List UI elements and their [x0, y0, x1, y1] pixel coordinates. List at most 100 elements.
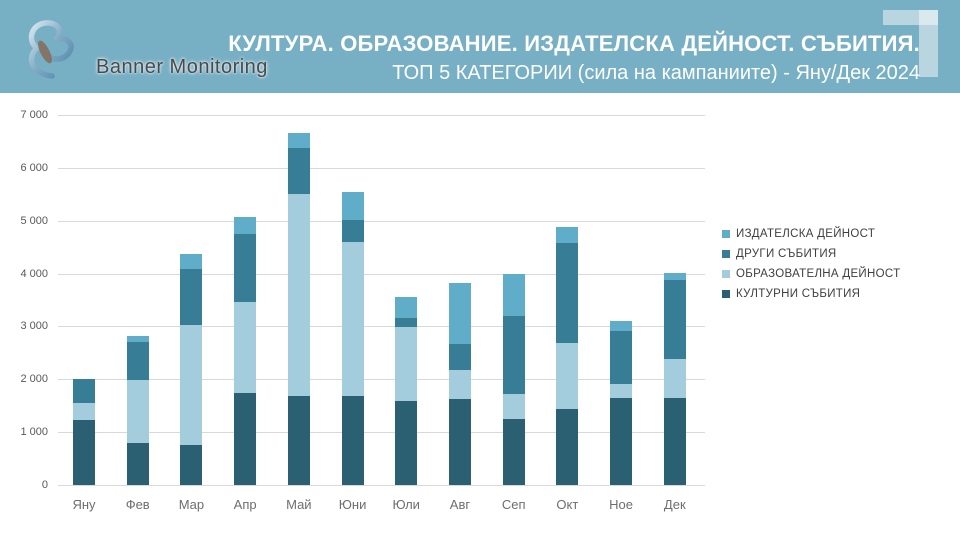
gridline — [58, 167, 705, 169]
segment — [234, 216, 257, 235]
segment — [126, 342, 149, 380]
report-header: Banner Monitoring КУЛТУРА. ОБРАЗОВАНИЕ. … — [0, 0, 960, 93]
legend-swatch — [722, 250, 730, 258]
segment — [341, 395, 364, 485]
y-tick-label: 0 — [41, 479, 48, 491]
legend-item: ОБРАЗОВАТЕЛНА ДЕЙНОСТ — [722, 264, 922, 284]
segment — [234, 234, 257, 302]
bar-Май — [287, 132, 310, 485]
corner-decoration — [883, 10, 938, 77]
segment — [663, 280, 686, 360]
x-tick-label: Мар — [178, 497, 205, 512]
y-tick-label: 2 000 — [20, 373, 48, 386]
segment — [180, 445, 203, 485]
bar-Мар — [180, 253, 203, 485]
segment — [180, 253, 203, 270]
y-tick-label: 4 000 — [20, 267, 48, 280]
y-tick-label: 6 000 — [20, 161, 48, 174]
bar-Фев — [126, 336, 149, 485]
segment — [341, 219, 364, 242]
bar-Юни — [341, 192, 364, 485]
segment — [287, 132, 310, 148]
page-title: КУЛТУРА. ОБРАЗОВАНИЕ. ИЗДАТЕЛСКА ДЕЙНОСТ… — [228, 31, 920, 56]
segment — [180, 325, 203, 446]
y-axis: 0 1 000 2 000 3 000 4 000 5 000 6 000 7 000 — [0, 109, 48, 491]
bar-Ное — [610, 321, 633, 485]
bar-Дек — [663, 272, 686, 485]
bar-Окт — [556, 227, 579, 485]
segment — [556, 343, 579, 409]
bar-Яну — [73, 379, 95, 485]
x-tick-label: Юни — [338, 497, 367, 512]
x-tick-label: Фев — [125, 497, 150, 512]
segment — [502, 274, 525, 316]
page-subtitle: ТОП 5 КАТЕГОРИИ (сила на кампаниите) - Я… — [392, 62, 920, 84]
segment — [234, 301, 257, 393]
legend-label: ДРУГИ СЪБИТИЯ — [736, 248, 837, 260]
bar-Авг — [448, 283, 471, 485]
legend-swatch — [722, 270, 730, 278]
segment — [448, 369, 471, 400]
segment — [395, 318, 418, 327]
brand-name: Banner Monitoring — [96, 56, 268, 78]
stacked-bar-chart: 0 1 000 2 000 3 000 4 000 5 000 6 000 7 000 Яну… — [0, 93, 960, 540]
legend-label: ИЗДАТЕЛСКА ДЕЙНОСТ — [736, 228, 876, 240]
segment — [663, 272, 686, 281]
legend-swatch — [722, 290, 730, 298]
segment — [610, 383, 633, 398]
legend-item: ДРУГИ СЪБИТИЯ — [722, 244, 922, 264]
legend-item: ИЗДАТЕЛСКА ДЕЙНОСТ — [722, 224, 922, 244]
segment — [556, 227, 579, 243]
segment — [73, 379, 95, 404]
segment — [341, 241, 364, 396]
legend-swatch — [722, 230, 730, 238]
y-tick-label: 1 000 — [20, 426, 48, 439]
gridline — [58, 326, 705, 328]
segment — [556, 242, 579, 344]
segment — [180, 269, 203, 326]
bar-Апр — [234, 216, 257, 485]
segment — [610, 321, 633, 332]
x-tick-label: Яну — [72, 497, 96, 512]
segment — [287, 147, 310, 195]
segment — [234, 392, 257, 485]
chart-legend: ИЗДАТЕЛСКА ДЕЙНОСТ ДРУГИ СЪБИТИЯ ОБРАЗОВАТ… — [722, 224, 922, 304]
banner-monitoring-logo-icon — [22, 14, 94, 86]
legend-label: ОБРАЗОВАТЕЛНА ДЕЙНОСТ — [736, 268, 901, 280]
x-tick-label: Юли — [392, 497, 420, 512]
x-axis: Яну Фев Мар Апр Май Юни Юли Авг Сеп Окт Ное Дек — [58, 497, 705, 517]
segment — [448, 399, 471, 485]
segment — [73, 403, 95, 420]
segment — [287, 194, 310, 396]
plot-area — [58, 115, 705, 486]
y-tick-label: 7 000 — [20, 109, 48, 121]
x-tick-label: Окт — [556, 497, 579, 512]
y-tick-label: 5 000 — [20, 214, 48, 227]
segment — [502, 393, 525, 420]
bar-Юли — [395, 296, 418, 485]
gridline — [58, 273, 705, 275]
segment — [126, 336, 149, 343]
gridline — [58, 485, 705, 486]
gridline — [58, 379, 705, 381]
segment — [395, 400, 418, 485]
x-tick-label: Сеп — [501, 497, 526, 512]
x-tick-label: Дек — [663, 497, 686, 512]
segment — [287, 395, 310, 485]
header-titles: КУЛТУРА. ОБРАЗОВАНИЕ. ИЗДАТЕЛСКА ДЕЙНОСТ… — [228, 31, 920, 85]
legend-item: КУЛТУРНИ СЪБИТИЯ — [722, 284, 922, 304]
segment — [610, 397, 633, 485]
segment — [502, 419, 525, 485]
segment — [556, 408, 579, 485]
x-tick-label: Авг — [449, 497, 471, 512]
x-tick-label: Апр — [233, 497, 257, 512]
x-tick-label: Ное — [609, 497, 634, 512]
legend-label: КУЛТУРНИ СЪБИТИЯ — [736, 288, 861, 300]
bar-Сеп — [502, 274, 525, 485]
segment — [73, 420, 95, 485]
segment — [126, 379, 149, 444]
y-tick-label: 3 000 — [20, 320, 48, 333]
gridline — [58, 115, 705, 116]
segment — [448, 344, 471, 370]
